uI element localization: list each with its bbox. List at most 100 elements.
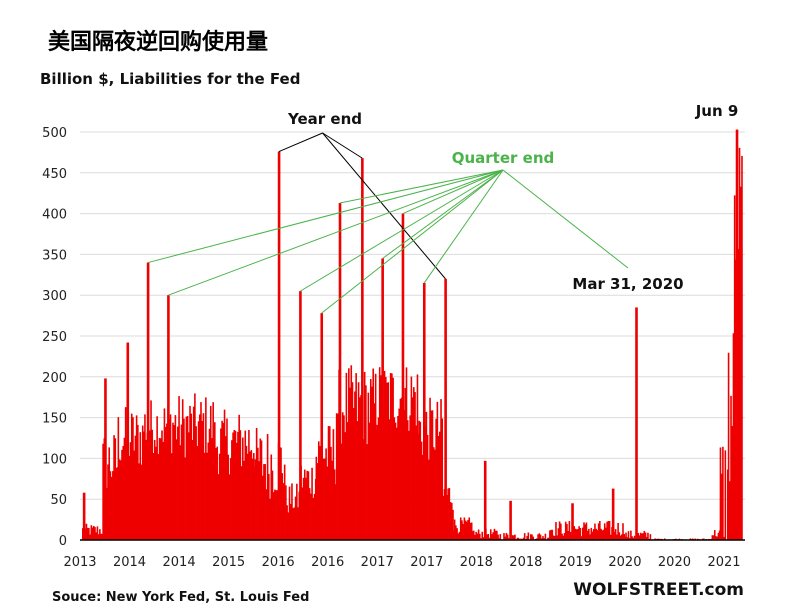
bar [180,424,183,540]
bar [508,537,510,540]
bar [186,416,189,540]
bar [157,454,160,540]
bar [166,423,168,540]
bar [426,434,429,540]
bar [404,388,407,540]
bar [117,417,120,540]
bar [325,448,327,540]
bar [145,439,147,540]
bar [281,473,284,540]
bar [738,147,741,540]
bar-spike [277,151,281,540]
bar [436,401,439,540]
bar [209,405,212,540]
bar [596,530,599,540]
bar [387,382,390,540]
bar [441,418,444,540]
bar [551,529,554,540]
bar [144,414,146,540]
bar [112,471,114,540]
x-tick-label: 2014 [113,555,146,570]
x-tick-label: 2021 [707,555,740,570]
bar [586,530,589,540]
bar [632,537,635,540]
bar [286,505,288,540]
bar [555,522,557,540]
bar [590,527,593,540]
bar [301,487,304,540]
bar [206,452,208,540]
bar [326,466,329,540]
x-tick-labels: 2013 2014 2014 2015 2016 2016 2017 2017 2018 2018… [63,555,740,570]
bar-spike [422,282,426,540]
bar [174,415,177,540]
bar [113,435,115,540]
bar [212,402,214,540]
bar [439,431,441,540]
bar [550,529,552,540]
bar [142,431,145,540]
bar [367,392,370,540]
bar [729,481,731,540]
bar [434,449,436,540]
bar [542,536,544,540]
bar [458,531,461,540]
bar [151,429,154,540]
bar [614,529,617,540]
bar [97,534,100,540]
bar [448,488,451,540]
bar [419,421,422,540]
bar [315,456,318,540]
bar [89,534,91,540]
bar [453,519,456,540]
bar [215,448,217,540]
bar [574,528,577,540]
bar [716,536,719,540]
annotation-jun9: Jun 9 [695,102,739,120]
bar [440,399,442,540]
bar [564,521,567,540]
bar [517,537,520,540]
bar [240,466,243,540]
bar [211,438,213,540]
bar [461,520,463,540]
bar [239,430,242,540]
bar [232,432,234,540]
bar [376,424,379,540]
bar [140,464,143,540]
bar [588,528,590,540]
bar [312,497,315,540]
annotation-quarter-end: Quarter end [452,149,555,167]
bar [633,535,636,540]
bar [630,530,632,540]
bar [642,533,644,540]
bar [343,415,345,540]
bar [282,483,285,540]
bar [397,415,399,540]
y-tick-labels: 0 50 100 150 200 250 300 350 400 450 500 [42,126,67,549]
bar [378,367,381,540]
bar [414,392,416,540]
bar [608,521,611,540]
bar [415,425,418,540]
bar-spike [483,460,487,540]
bar [437,435,440,540]
bar [110,476,113,540]
bar [470,522,473,540]
bar [196,445,199,540]
bar [354,391,356,540]
bar [450,502,453,540]
bar [377,417,380,540]
bar [276,490,279,540]
bar [618,532,621,540]
bar [99,529,101,540]
bar [639,532,642,540]
bar [597,523,600,540]
bar [121,449,123,540]
bar [442,495,445,540]
bar [337,413,339,540]
bar [228,474,231,540]
bar [289,503,292,540]
bar [468,517,471,540]
bar [548,537,550,540]
